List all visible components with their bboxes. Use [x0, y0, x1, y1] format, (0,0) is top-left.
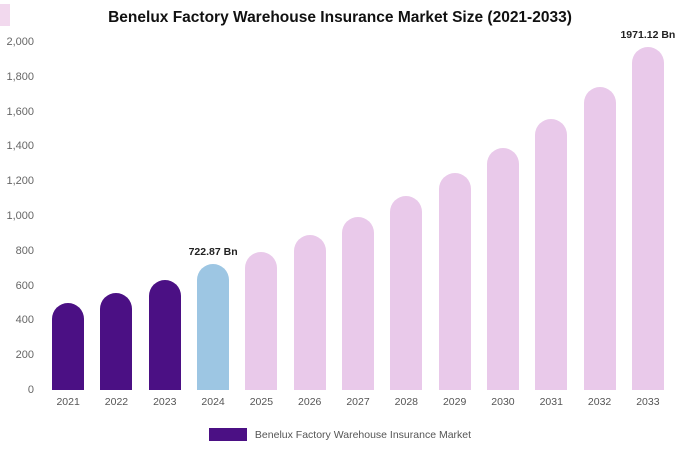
x-tick-label: 2021 [56, 396, 80, 408]
bar[interactable] [438, 173, 471, 390]
y-tick-label: 1,800 [6, 70, 34, 83]
x-tick-label: 2030 [491, 396, 515, 408]
y-tick-label: 2,000 [6, 36, 34, 48]
bar[interactable] [52, 303, 85, 390]
bar-slot: 2032 [575, 42, 623, 408]
bar[interactable] [486, 148, 519, 390]
bar[interactable] [293, 235, 326, 390]
bar-slot: 2028 [382, 42, 430, 408]
x-tick-label: 2029 [442, 396, 467, 408]
bar-slot: 2030 [479, 42, 527, 408]
bar[interactable] [631, 47, 664, 390]
x-tick-label: 2023 [153, 396, 177, 408]
bar-slot: 2031 [527, 42, 575, 408]
y-axis: 0 200 400 600 800 1,000 1,200 1,400 1,600 1,800 2,… [0, 36, 40, 396]
y-tick-label: 1,200 [6, 175, 34, 188]
data-label: 722.87 Bn [188, 246, 238, 259]
legend[interactable]: Benelux Factory Warehouse Insurance Mark… [0, 428, 680, 441]
x-tick-label: 2026 [298, 396, 322, 408]
y-tick-label: 800 [15, 244, 34, 257]
y-tick-label: 200 [15, 349, 34, 362]
bar-slot: 2029 [431, 42, 479, 408]
x-tick-label: 2022 [104, 396, 129, 408]
bar-slot: 2033 1971.12 Bn [620, 29, 675, 408]
bar-slot: 2021 [44, 42, 92, 408]
bars: 2021 2022 2023 2024 722.87 Bn 2025 2026 2027 202… [44, 29, 675, 408]
plot-area: 2021 2022 2023 2024 722.87 Bn 2025 2026 2027 202… [44, 29, 675, 408]
chart-title: Benelux Factory Warehouse Insurance Mark… [108, 9, 572, 26]
bar[interactable] [390, 196, 423, 390]
bar[interactable] [535, 119, 568, 390]
y-tick-label: 400 [15, 314, 34, 327]
y-tick-label: 600 [15, 279, 34, 292]
bar[interactable] [342, 216, 375, 390]
x-tick-label: 2027 [346, 396, 370, 408]
bar[interactable] [197, 264, 230, 390]
y-tick-label: 1,000 [6, 210, 34, 222]
bar[interactable] [148, 280, 181, 390]
bar[interactable] [245, 251, 278, 390]
y-tick-label: 1,600 [6, 105, 34, 118]
legend-label: Benelux Factory Warehouse Insurance Mark… [254, 428, 472, 441]
x-tick-label: 2032 [587, 396, 612, 408]
bar-slot: 2022 [92, 42, 140, 408]
bar-slot: 2027 [334, 42, 382, 408]
bar-slot: 2023 [141, 42, 189, 408]
y-tick-label: 0 [27, 384, 34, 396]
x-tick-label: 2033 [636, 396, 660, 408]
bar[interactable] [100, 292, 133, 390]
x-tick-label: 2031 [539, 396, 563, 408]
y-tick-label: 1,400 [6, 140, 34, 153]
legend-swatch [208, 428, 247, 441]
x-tick-label: 2028 [394, 396, 419, 408]
bar-slot: 2024 722.87 Bn [188, 42, 238, 408]
data-label: 1971.12 Bn [620, 29, 676, 42]
x-tick-label: 2025 [249, 396, 274, 408]
x-tick-label: 2024 [201, 396, 225, 408]
bar[interactable] [583, 87, 616, 390]
corner-artifact [0, 4, 10, 26]
bar-slot: 2025 [237, 42, 285, 408]
bar-slot: 2026 [286, 42, 334, 408]
